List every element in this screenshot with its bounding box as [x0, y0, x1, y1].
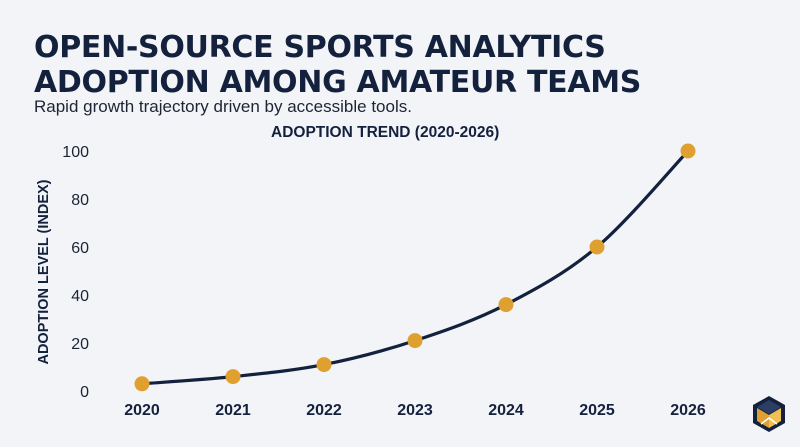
x-tick-label: 2022	[306, 402, 342, 419]
page-title-line-1: OPEN-SOURCE SPORTS ANALYTICS	[34, 30, 606, 65]
x-tick-label: 2024	[488, 402, 524, 419]
page-title: OPEN-SOURCE SPORTS ANALYTICS ADOPTION AM…	[34, 30, 774, 100]
data-point-2020	[134, 376, 150, 392]
x-tick-label: 2023	[397, 402, 433, 419]
chart-title: ADOPTION TREND (2020-2026)	[271, 124, 500, 141]
y-tick-label: 60	[71, 240, 89, 257]
y-axis-ticks: 0 20 40 60 80 100	[62, 144, 89, 401]
data-point-2025	[589, 239, 605, 255]
data-points	[134, 143, 696, 392]
page-title-line-2: ADOPTION AMONG AMATEUR TEAMS	[34, 65, 642, 100]
data-point-2024	[498, 297, 514, 313]
data-point-2022	[316, 357, 332, 373]
y-tick-label: 100	[62, 144, 89, 161]
y-axis-label: ADOPTION LEVEL (INDEX)	[36, 179, 52, 364]
page-subtitle: Rapid growth trajectory driven by access…	[34, 97, 412, 116]
x-tick-label: 2021	[215, 402, 251, 419]
x-tick-label: 2020	[124, 402, 160, 419]
series-line	[140, 149, 690, 386]
y-tick-label: 20	[71, 336, 89, 353]
x-tick-label: 2026	[670, 402, 706, 419]
cube-logo-icon	[753, 396, 785, 432]
x-tick-label: 2025	[579, 402, 615, 419]
data-point-2021	[225, 369, 241, 385]
y-tick-label: 40	[71, 288, 89, 305]
data-point-2023	[407, 333, 423, 349]
x-axis-ticks: 2020 2021 2022 2023 2024 2025 2026	[124, 402, 706, 419]
y-tick-label: 80	[71, 192, 89, 209]
y-tick-label: 0	[80, 384, 89, 401]
data-point-2026	[680, 143, 696, 159]
